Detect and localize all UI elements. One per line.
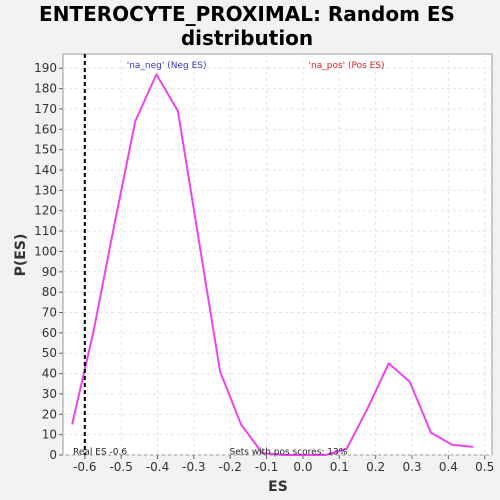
- y-tick-label: 60: [42, 326, 57, 340]
- y-axis-title: P(ES): [13, 234, 29, 277]
- series-line: [71, 73, 474, 456]
- y-tick-label: 150: [34, 143, 57, 157]
- chart-title-line-2: distribution: [180, 26, 314, 50]
- x-tick-label: -0.6: [73, 460, 96, 474]
- series-polyline: [71, 73, 474, 456]
- y-tick-label: 100: [34, 244, 57, 258]
- x-tick-label: 0.0: [293, 460, 312, 474]
- real-es-text: Real ES -0.6: [73, 448, 127, 458]
- x-tick-label: -0.5: [109, 460, 132, 474]
- pos-es-label: 'na_pos' (Pos ES): [309, 61, 385, 71]
- y-tick-label: 120: [34, 204, 57, 218]
- annotations: 'na_neg' (Neg ES) 'na_pos' (Pos ES) Real E…: [73, 54, 385, 458]
- x-axis-title: ES: [268, 479, 288, 495]
- y-tick-label: 140: [34, 163, 57, 177]
- x-tick-label: -0.2: [219, 460, 242, 474]
- y-tick-label: 190: [34, 61, 57, 75]
- y-tick-label: 70: [42, 306, 57, 320]
- x-tick-label: 0.1: [330, 460, 349, 474]
- x-tick-label: -0.3: [182, 460, 205, 474]
- y-tick-label: 80: [42, 285, 57, 299]
- y-tick-label: 110: [34, 224, 57, 238]
- chart-title-line-1: ENTEROCYTE_PROXIMAL: Random ES: [39, 2, 455, 26]
- neg-es-label: 'na_neg' (Neg ES): [127, 61, 207, 71]
- x-tick-label: 0.5: [475, 460, 494, 474]
- x-tick-label: -0.1: [255, 460, 278, 474]
- y-tick-label: 50: [42, 346, 57, 360]
- y-axis: 0 10 20 30 40 50 60 70 80 90 100 110 120 130 140 150 160…: [34, 61, 63, 462]
- grid-lines: [63, 54, 492, 456]
- y-tick-label: 0: [49, 448, 57, 462]
- x-axis: -0.6 -0.5 -0.4 -0.3 -0.2 -0.1 0.0 0.1 0.2 0.3 0.4 0…: [73, 455, 494, 474]
- y-tick-label: 90: [42, 265, 57, 279]
- chart-title: ENTEROCYTE_PROXIMAL: Random ES distribut…: [0, 2, 494, 50]
- y-tick-label: 180: [34, 82, 57, 96]
- y-tick-label: 130: [34, 183, 57, 197]
- x-tick-label: 0.4: [439, 460, 458, 474]
- y-tick-label: 20: [42, 407, 57, 421]
- y-tick-label: 160: [34, 122, 57, 136]
- plot-area: [62, 53, 493, 456]
- x-tick-label: 0.2: [366, 460, 385, 474]
- y-tick-label: 170: [34, 102, 57, 116]
- y-tick-label: 30: [42, 387, 57, 401]
- y-tick-label: 10: [42, 428, 57, 442]
- pos-scores-text: Sets with pos scores: 13%: [229, 448, 347, 458]
- x-tick-label: -0.4: [146, 460, 169, 474]
- x-tick-label: 0.3: [402, 460, 421, 474]
- y-tick-label: 40: [42, 367, 57, 381]
